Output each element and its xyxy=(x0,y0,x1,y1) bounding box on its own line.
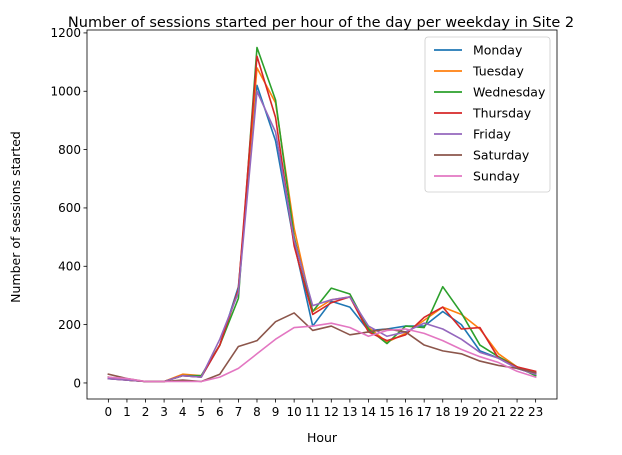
y-tick-label: 1200 xyxy=(50,26,81,40)
y-tick-label: 200 xyxy=(58,318,81,332)
y-tick-label: 800 xyxy=(58,143,81,157)
y-axis-label: Number of sessions started xyxy=(8,131,23,303)
x-tick-label: 6 xyxy=(216,405,224,419)
x-tick-label: 16 xyxy=(398,405,413,419)
x-tick-label: 17 xyxy=(417,405,432,419)
series-line-saturday xyxy=(107,312,537,383)
y-tick-label: 0 xyxy=(73,376,81,390)
legend-label-thursday: Thursday xyxy=(472,106,532,121)
x-tick-label: 8 xyxy=(253,405,261,419)
x-tick-label: 12 xyxy=(324,405,339,419)
series-line-sunday xyxy=(107,322,537,383)
x-tick-label: 15 xyxy=(379,405,394,419)
x-tick-label: 20 xyxy=(472,405,487,419)
x-tick-label: 4 xyxy=(179,405,187,419)
legend-label-monday: Monday xyxy=(473,43,523,58)
axes-frame xyxy=(86,29,558,400)
x-tick-label: 0 xyxy=(105,405,113,419)
x-tick-label: 14 xyxy=(361,405,376,419)
legend-label-wednesday: Wednesday xyxy=(473,85,546,100)
legend: Monday Tuesday Wednesday Thursday Friday Satu… xyxy=(424,36,551,193)
y-tick-label: 600 xyxy=(58,201,81,215)
x-tick-label: 1 xyxy=(123,405,131,419)
plot-area: 0 1 2 3 4 5 6 7 8 9 10 11 12 13 14 15 16 17 18 19 20 21 22 2302… xyxy=(50,26,558,419)
legend-box xyxy=(424,36,551,193)
y-tick-label: 1000 xyxy=(50,85,81,99)
x-tick-label: 19 xyxy=(454,405,469,419)
y-tick-label: 400 xyxy=(58,260,81,274)
x-tick-label: 5 xyxy=(197,405,205,419)
x-tick-label: 7 xyxy=(235,405,243,419)
legend-label-friday: Friday xyxy=(473,127,511,142)
x-tick-label: 21 xyxy=(491,405,506,419)
series-line-friday xyxy=(107,90,537,383)
x-tick-label: 11 xyxy=(305,405,320,419)
x-tick-label: 18 xyxy=(435,405,450,419)
legend-label-saturday: Saturday xyxy=(473,148,530,163)
x-tick-label: 23 xyxy=(528,405,543,419)
chart-title: Number of sessions started per hour of t… xyxy=(68,15,574,31)
legend-label-sunday: Sunday xyxy=(473,169,520,184)
x-tick-label: 10 xyxy=(286,405,301,419)
legend-label-tuesday: Tuesday xyxy=(472,64,524,79)
x-tick-label: 2 xyxy=(142,405,150,419)
x-tick-label: 9 xyxy=(272,405,280,419)
x-tick-label: 13 xyxy=(342,405,357,419)
x-axis-label: Hour xyxy=(307,430,338,445)
x-tick-label: 22 xyxy=(509,405,524,419)
x-tick-label: 3 xyxy=(160,405,168,419)
